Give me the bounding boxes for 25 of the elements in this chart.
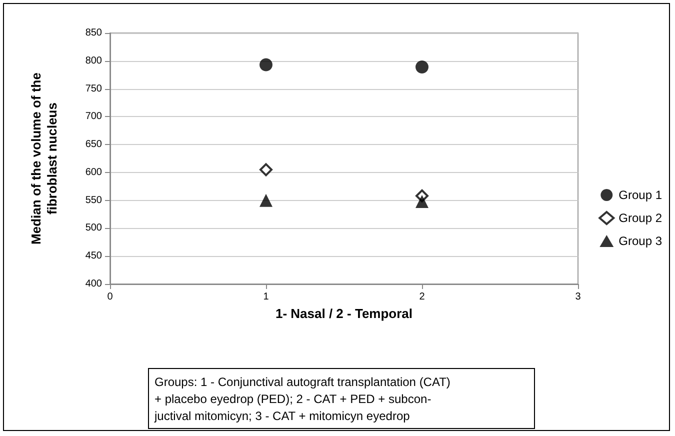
y-tick-label: 650 — [85, 139, 102, 150]
y-axis-title: Median of the volume of the fibroblast nucleus — [28, 72, 60, 244]
text: Groups: 1 - Conjunctival autograft transplantation (CAT) + placebo eyedrop (PED); 2 - CAT + PED + subcon- juctival mitomicyn; 3 - CAT + mitomicyn eyedrop — [154, 375, 450, 423]
legend-label: Group 3 — [618, 234, 662, 248]
y-tick-label: 550 — [85, 194, 102, 206]
x-tick-label: 0 — [107, 292, 114, 302]
legend-label: Group 2 — [618, 211, 662, 225]
point — [260, 194, 272, 207]
point — [260, 58, 272, 72]
point — [416, 194, 428, 208]
legend-label: Group 1 — [618, 188, 662, 202]
y-tick-label: 700 — [85, 111, 102, 122]
point — [416, 60, 428, 74]
y-tick-label: 850 — [85, 28, 102, 38]
point — [260, 163, 272, 176]
y-tick-label: 500 — [85, 222, 102, 234]
x-tick-label: 2 — [419, 292, 426, 302]
x-tick-label: 1 — [263, 292, 270, 302]
x-axis-title: 1- Nasal / 2 - Temporal — [275, 306, 413, 321]
y-tick-label: 800 — [85, 55, 102, 66]
y-tick-label: 450 — [85, 250, 102, 262]
x-tick-label: 3 — [575, 292, 582, 302]
y-tick-label: 750 — [85, 83, 102, 94]
y-tick-label: 400 — [85, 278, 102, 290]
y-tick-label: 600 — [85, 166, 102, 178]
